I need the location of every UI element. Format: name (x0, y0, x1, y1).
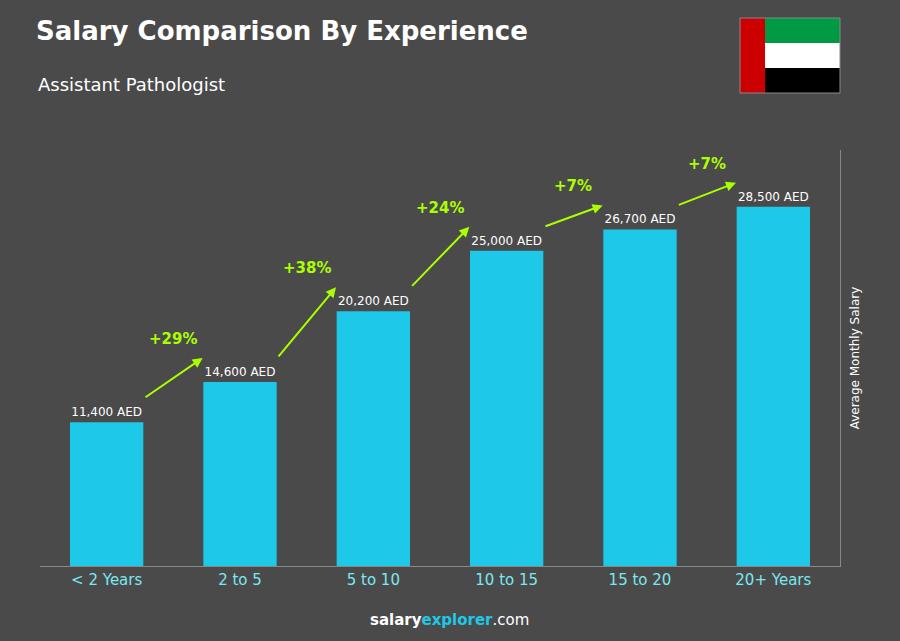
svg-text:+29%: +29% (149, 330, 197, 348)
svg-text:11,400 AED: 11,400 AED (71, 405, 142, 419)
svg-text:+7%: +7% (688, 155, 726, 173)
svg-text:Salary Comparison By Experienc: Salary Comparison By Experience (36, 16, 528, 46)
svg-text:28,500 AED: 28,500 AED (738, 190, 809, 204)
svg-text:26,700 AED: 26,700 AED (605, 212, 676, 226)
svg-text:25,000 AED: 25,000 AED (471, 234, 542, 248)
svg-text:15 to 20: 15 to 20 (609, 571, 672, 589)
svg-text:Average Monthly Salary: Average Monthly Salary (848, 287, 862, 430)
svg-text:14,600 AED: 14,600 AED (205, 365, 276, 379)
svg-text:5 to 10: 5 to 10 (347, 571, 400, 589)
svg-text:20+ Years: 20+ Years (735, 571, 811, 589)
svg-text:salaryexplorer.com: salaryexplorer.com (370, 611, 529, 629)
svg-text:+38%: +38% (283, 259, 331, 277)
svg-text:+24%: +24% (416, 199, 464, 217)
svg-text:< 2 Years: < 2 Years (71, 571, 142, 589)
svg-text:2 to 5: 2 to 5 (218, 571, 262, 589)
svg-text:10 to 15: 10 to 15 (475, 571, 538, 589)
svg-text:Assistant Pathologist: Assistant Pathologist (38, 74, 225, 95)
svg-text:20,200 AED: 20,200 AED (338, 294, 409, 308)
svg-text:+7%: +7% (554, 177, 592, 195)
